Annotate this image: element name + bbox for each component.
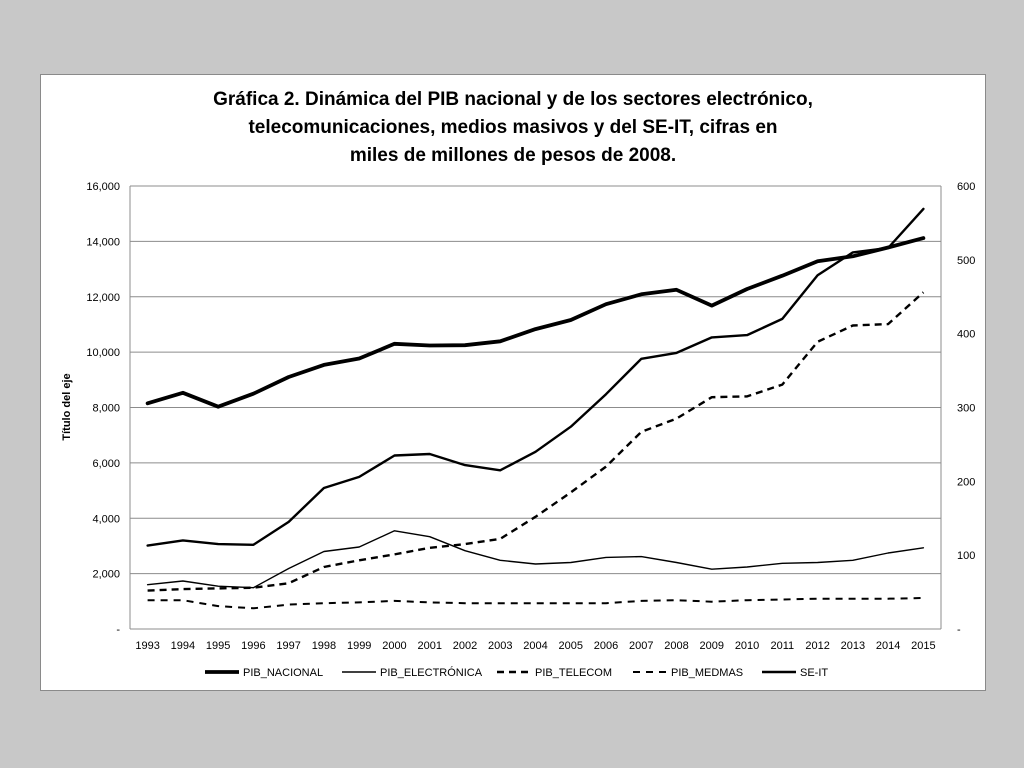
grid-lines [129,185,942,630]
y-tick-label: 6,000 [92,458,120,470]
series-line-pib-telecom [147,291,925,592]
series-line-pib-medmas [147,597,924,610]
y-tick-label: - [116,624,120,636]
x-tick-label: 2007 [629,640,653,652]
y2-tick-label: 300 [957,403,975,415]
legend: PIB_NACIONAL PIB_ELECTRÓNICA PIB_TELECOM PI… [205,666,828,679]
y-axis-title: Título del eje [61,373,73,440]
x-tick-label: 1993 [135,640,159,652]
legend-label: PIB_MEDMAS [671,667,743,679]
y2-tick-label: 100 [957,550,975,562]
x-tick-label: 2001 [417,640,441,652]
y2-tick-label: - [957,624,961,636]
x-tick-label: 1997 [276,640,300,652]
y2-tick-label: 600 [957,181,975,193]
x-tick-label: 1996 [241,640,265,652]
x-tick-label: 2002 [453,640,477,652]
legend-label: PIB_NACIONAL [243,667,323,679]
x-tick-label: 2004 [523,640,547,652]
legend-label: SE-IT [800,667,828,679]
y-tick-label: 8,000 [92,403,120,415]
y-tick-label: 16,000 [86,181,120,193]
y2-tick-label: 200 [957,476,975,488]
x-tick-label: 2006 [594,640,618,652]
x-tick-label: 2009 [700,640,724,652]
x-tick-label: 2014 [876,640,900,652]
x-tick-label: 1998 [312,640,336,652]
chart-title: Gráfica 2. Dinámica del PIB nacional y d… [40,86,986,170]
y-tick-label: 10,000 [86,347,120,359]
x-tick-label: 1994 [171,640,195,652]
series-line-se-it [146,207,925,547]
axes: - 2,000 4,000 6,000 8,000 10,000 12,000 14,000 1… [86,181,975,652]
chart-title-line-1: Gráfica 2. Dinámica del PIB nacional y d… [213,89,813,110]
series-lines [145,207,926,610]
x-tick-label: 1995 [206,640,230,652]
x-tick-label: 1999 [347,640,371,652]
y-tick-label: 14,000 [86,236,120,248]
x-tick-label: 2013 [841,640,865,652]
x-tick-label: 2000 [382,640,406,652]
y-tick-label: 2,000 [92,569,120,581]
x-tick-label: 2011 [770,640,794,652]
x-tick-label: 2015 [911,640,935,652]
chart-title-line-2: telecomunicaciones, medios masivos y del… [248,117,778,138]
x-tick-label: 2005 [559,640,583,652]
series-line-pib-electr-nica [146,530,925,589]
series-line-pib-nacional [145,236,926,409]
x-tick-label: 2010 [735,640,759,652]
y-tick-label: 4,000 [92,513,120,525]
y2-tick-label: 400 [957,329,975,341]
chart-title-line-3: miles de millones de pesos de 2008. [349,145,677,166]
y-tick-label: 12,000 [86,292,120,304]
x-tick-label: 2008 [664,640,688,652]
legend-label: PIB_ELECTRÓNICA [380,666,483,679]
legend-label: PIB_TELECOM [535,667,612,679]
x-tick-label: 2012 [805,640,829,652]
x-tick-label: 2003 [488,640,512,652]
y2-tick-label: 500 [957,255,975,267]
